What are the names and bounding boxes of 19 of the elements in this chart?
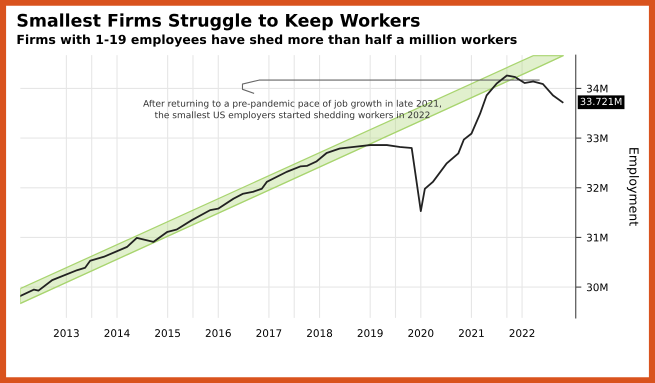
chart-title: Smallest Firms Struggle to Keep Workers xyxy=(18,13,420,30)
data-label: 33.721M xyxy=(580,98,622,106)
x-tick-label: 2016 xyxy=(206,329,231,338)
y-axis-title: Employment xyxy=(626,148,639,226)
x-tick-label: 2019 xyxy=(358,329,383,338)
y-tick-label: 30M xyxy=(586,283,608,292)
x-tick-label: 2018 xyxy=(307,329,332,338)
x-tick-label: 2020 xyxy=(408,329,434,338)
x-tick-label: 2013 xyxy=(54,329,79,338)
x-tick-label: 2017 xyxy=(256,329,282,338)
y-tick-label: 34M xyxy=(586,84,608,93)
chart-subtitle: Firms with 1-19 employees have shed more than half a million workers xyxy=(18,34,517,47)
x-tick-label: 2015 xyxy=(155,329,180,338)
y-tick-label: 31M xyxy=(586,234,608,242)
x-tick-label: 2014 xyxy=(104,329,130,338)
y-tick-label: 32M xyxy=(586,184,608,192)
x-tick-label: 2021 xyxy=(458,329,484,338)
y-tick-label: 33M xyxy=(586,134,608,142)
x-tick-label: 2022 xyxy=(510,329,534,338)
